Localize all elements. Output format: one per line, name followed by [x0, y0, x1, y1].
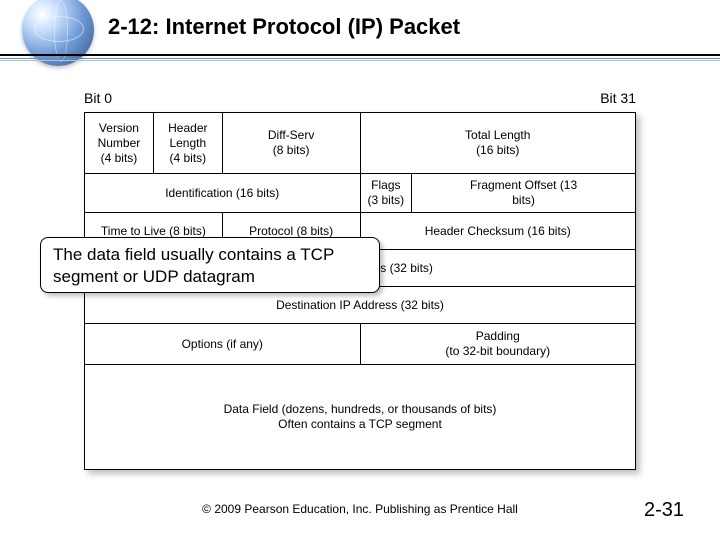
- cell-version: VersionNumber(4 bits): [85, 113, 154, 174]
- slide-title: 2-12: Internet Protocol (IP) Packet: [108, 14, 460, 40]
- cell-options: Options (if any): [85, 324, 361, 365]
- header-rule-light2: [0, 60, 720, 61]
- cell-diffserv: Diff-Serv(8 bits): [222, 113, 360, 174]
- cell-padding: Padding(to 32-bit boundary): [360, 324, 636, 365]
- cell-flags: Flags(3 bits): [360, 174, 412, 213]
- packet-row-5: Options (if any) Padding(to 32-bit bound…: [85, 324, 636, 365]
- header-band: 2-12: Internet Protocol (IP) Packet: [0, 0, 720, 64]
- bit-label-right: Bit 31: [600, 90, 636, 106]
- globe-icon: [22, 0, 94, 66]
- callout-box: The data field usually contains a TCP se…: [40, 237, 380, 293]
- packet-row-6: Data Field (dozens, hundreds, or thousan…: [85, 365, 636, 470]
- bit-labels: Bit 0 Bit 31: [84, 90, 636, 112]
- bit-label-left: Bit 0: [84, 90, 112, 106]
- header-rule-light1: [0, 58, 720, 59]
- packet-row-1: Identification (16 bits) Flags(3 bits) F…: [85, 174, 636, 213]
- packet-row-0: VersionNumber(4 bits) HeaderLength(4 bit…: [85, 113, 636, 174]
- cell-identification: Identification (16 bits): [85, 174, 361, 213]
- cell-total-length: Total Length(16 bits): [360, 113, 636, 174]
- slide: 2-12: Internet Protocol (IP) Packet Bit …: [0, 0, 720, 540]
- footer-text: © 2009 Pearson Education, Inc. Publishin…: [0, 502, 720, 516]
- cell-checksum: Header Checksum (16 bits): [360, 213, 636, 250]
- cell-hlen: HeaderLength(4 bits): [153, 113, 222, 174]
- header-rule-dark: [0, 54, 720, 56]
- cell-data-field: Data Field (dozens, hundreds, or thousan…: [85, 365, 636, 470]
- page-number: 2-31: [644, 499, 684, 522]
- cell-frag-offset: Fragment Offset (13bits): [412, 174, 636, 213]
